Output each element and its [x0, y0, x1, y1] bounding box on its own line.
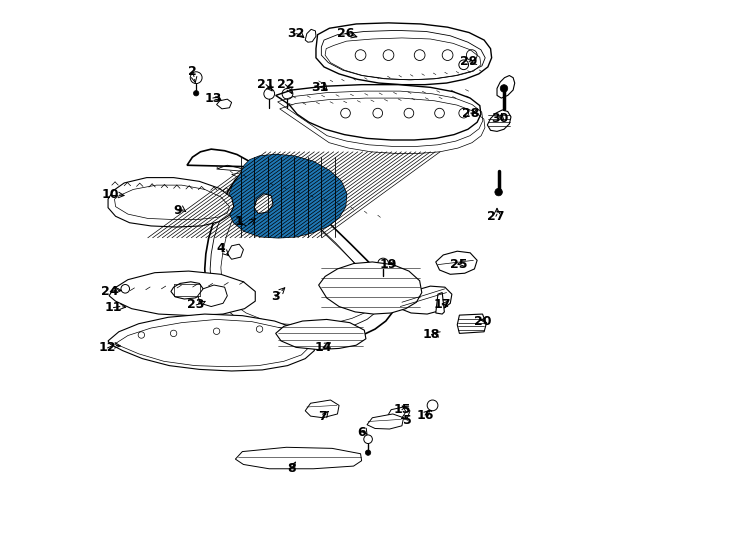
Text: 11: 11	[105, 301, 122, 314]
Text: 1: 1	[235, 215, 244, 228]
Polygon shape	[108, 178, 233, 227]
Polygon shape	[388, 407, 410, 421]
Polygon shape	[236, 447, 362, 469]
Text: 22: 22	[277, 78, 294, 91]
Polygon shape	[197, 285, 228, 307]
Polygon shape	[228, 154, 346, 238]
Text: 29: 29	[460, 55, 478, 68]
Polygon shape	[319, 262, 422, 314]
Polygon shape	[171, 282, 203, 299]
Polygon shape	[276, 320, 366, 349]
Text: 2: 2	[188, 65, 197, 78]
Polygon shape	[396, 286, 452, 314]
Text: 13: 13	[204, 92, 222, 105]
Circle shape	[194, 91, 199, 96]
Text: 14: 14	[314, 341, 332, 354]
Polygon shape	[109, 271, 255, 316]
Text: 24: 24	[101, 285, 119, 298]
Text: 15: 15	[393, 403, 410, 416]
Circle shape	[495, 188, 502, 196]
Text: 6: 6	[357, 426, 366, 438]
Text: 30: 30	[492, 112, 509, 125]
Text: 7: 7	[319, 410, 327, 423]
Text: 26: 26	[337, 27, 355, 40]
Text: 12: 12	[99, 341, 116, 354]
Polygon shape	[187, 149, 395, 342]
Text: 17: 17	[434, 299, 451, 312]
Text: 5: 5	[403, 414, 412, 427]
Text: 19: 19	[379, 258, 397, 271]
Polygon shape	[254, 194, 273, 214]
Text: 25: 25	[450, 258, 467, 271]
Polygon shape	[497, 76, 515, 98]
Text: 4: 4	[217, 242, 225, 255]
Polygon shape	[276, 85, 481, 140]
Text: 18: 18	[423, 328, 440, 341]
Text: 10: 10	[101, 188, 119, 201]
Text: 20: 20	[473, 314, 491, 328]
Polygon shape	[228, 154, 346, 238]
Polygon shape	[436, 251, 477, 274]
Polygon shape	[367, 414, 404, 429]
Polygon shape	[228, 244, 244, 259]
Circle shape	[366, 450, 371, 455]
Text: 8: 8	[288, 462, 296, 475]
Polygon shape	[217, 99, 232, 109]
Polygon shape	[305, 400, 339, 418]
Text: 3: 3	[272, 291, 280, 303]
Text: 31: 31	[311, 81, 329, 94]
Text: 28: 28	[462, 106, 479, 120]
Polygon shape	[305, 29, 316, 42]
Polygon shape	[316, 23, 492, 85]
Text: 9: 9	[173, 205, 182, 218]
Text: 32: 32	[288, 27, 305, 40]
Circle shape	[501, 85, 508, 92]
Text: 16: 16	[416, 409, 434, 422]
Text: 23: 23	[187, 299, 205, 312]
Text: 27: 27	[487, 210, 505, 223]
Text: 21: 21	[257, 78, 275, 91]
Polygon shape	[487, 110, 511, 131]
Polygon shape	[457, 314, 486, 333]
Polygon shape	[108, 314, 314, 371]
Polygon shape	[436, 293, 444, 314]
